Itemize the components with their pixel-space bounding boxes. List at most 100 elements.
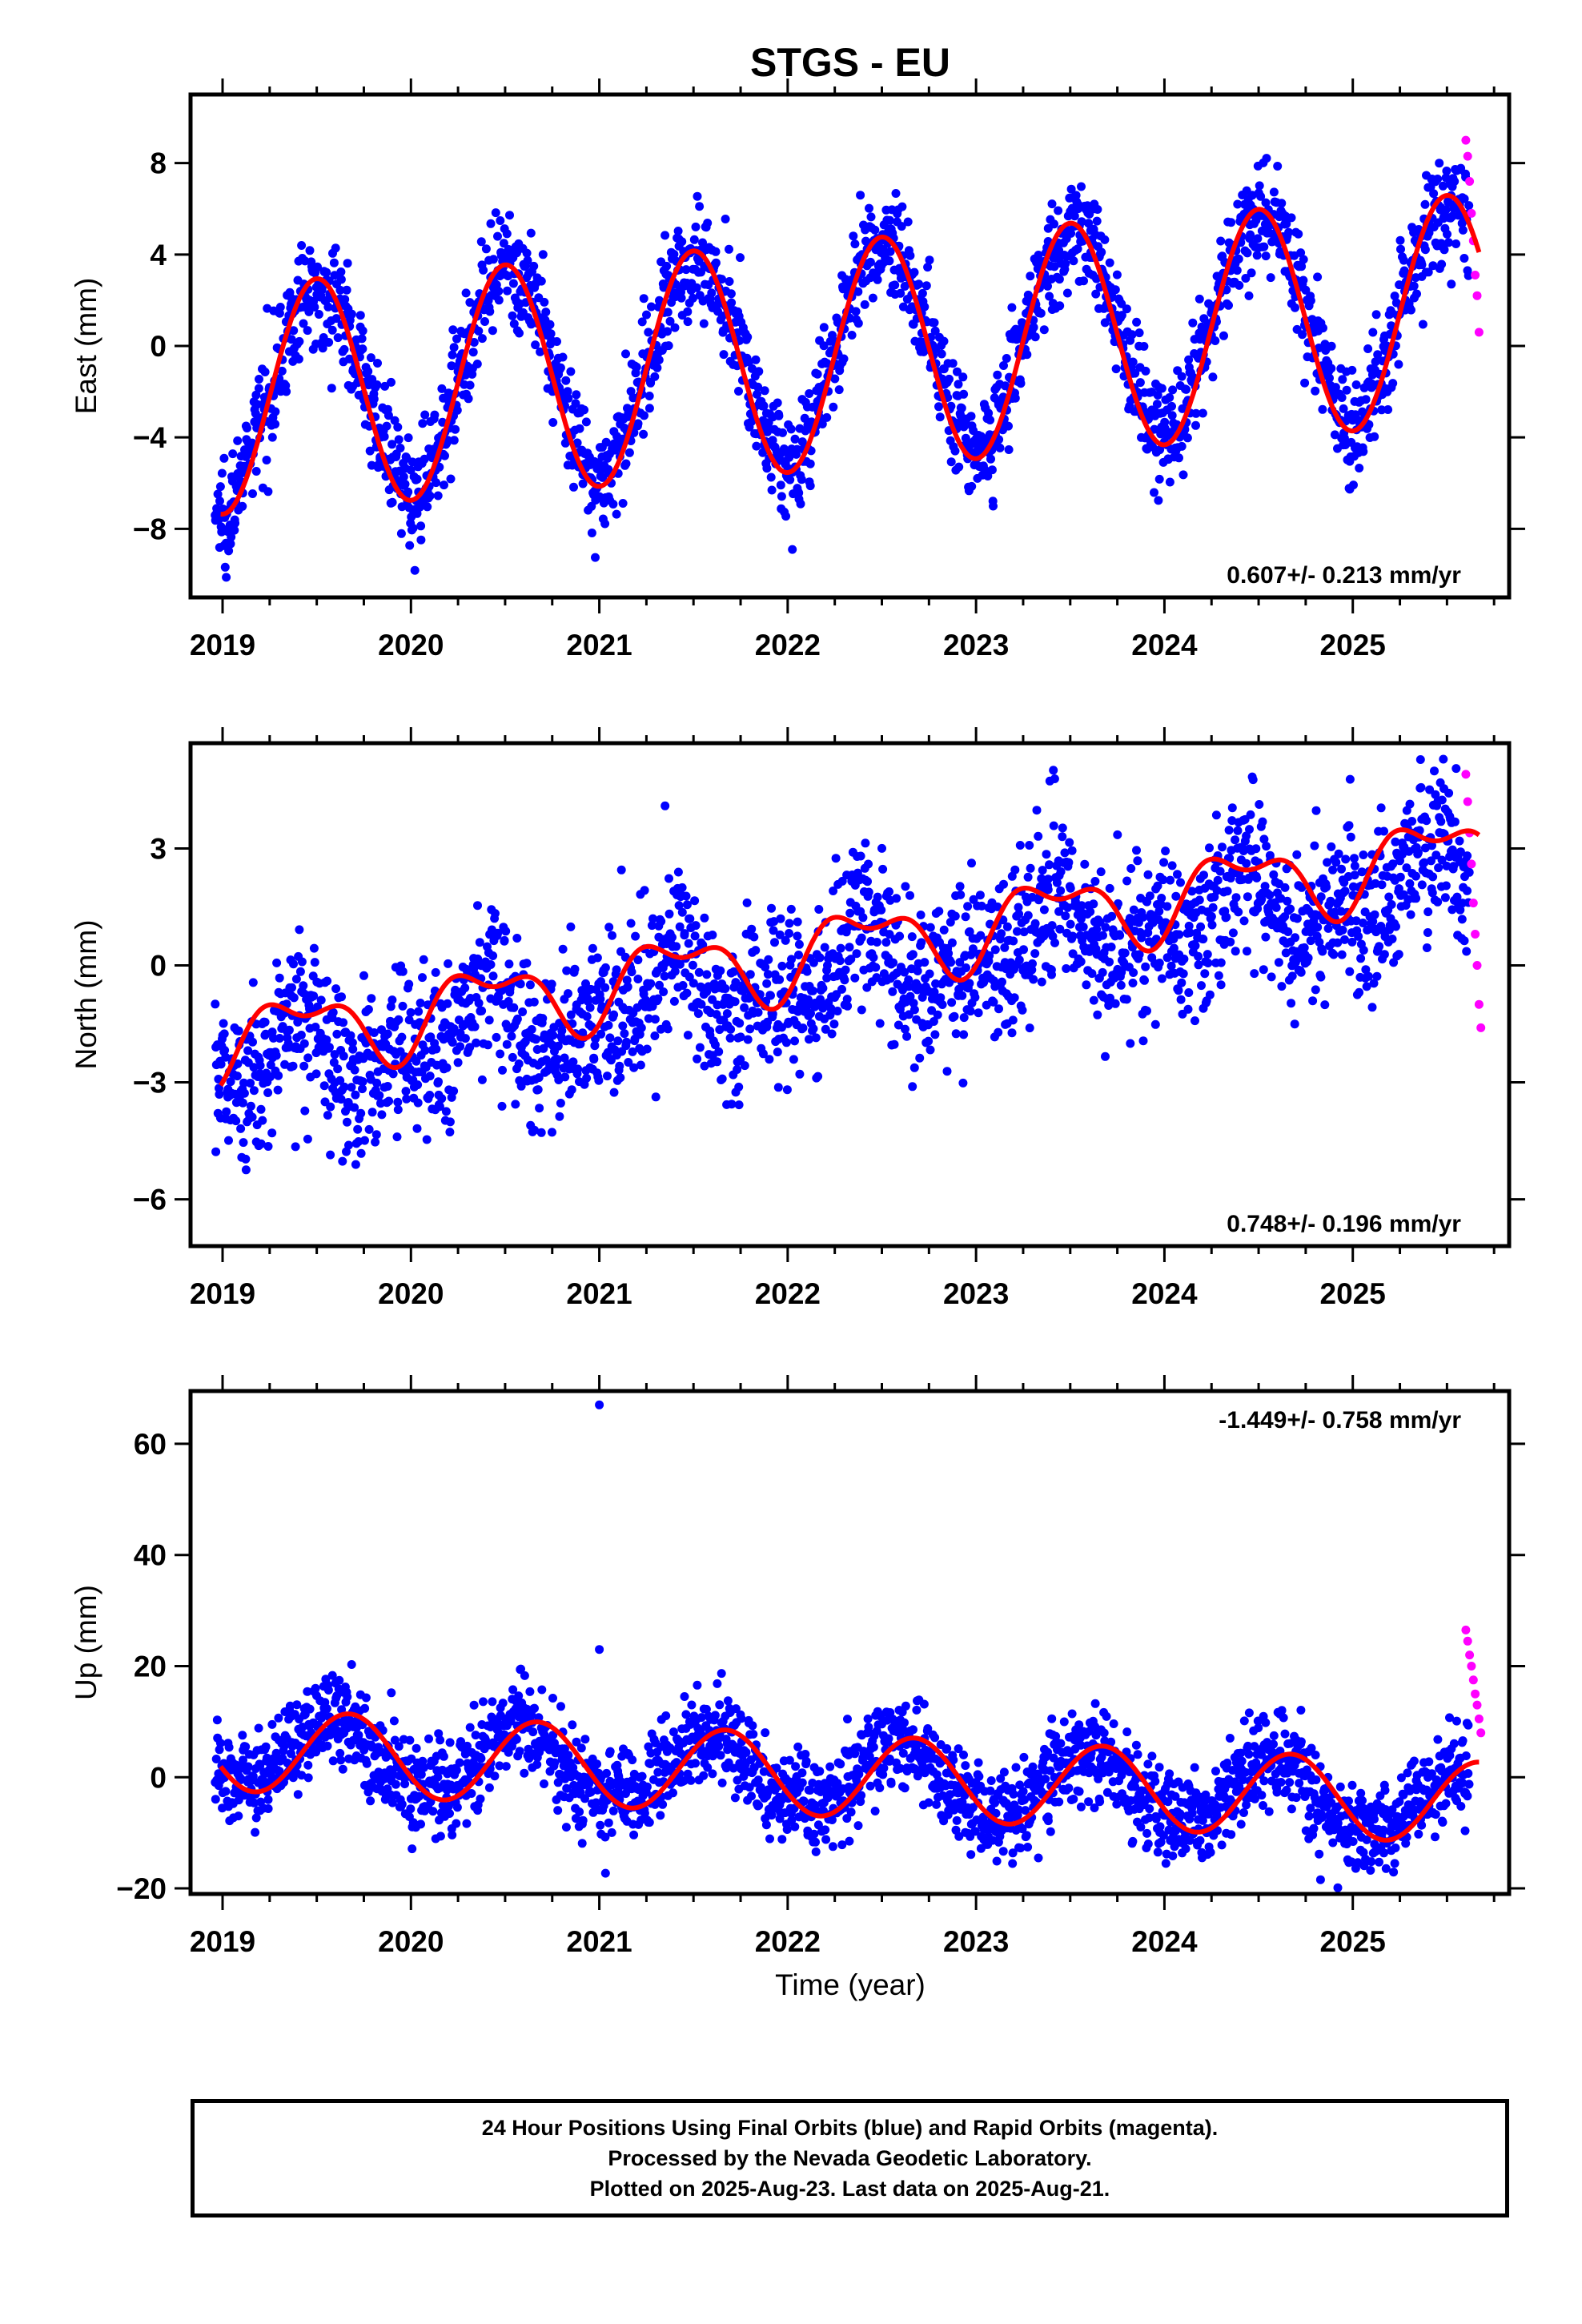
final-orbit-point [224,1743,234,1752]
final-orbit-point [896,288,905,298]
final-orbit-point [1339,433,1349,443]
final-orbit-point [923,263,933,272]
final-orbit-point [604,923,614,932]
final-orbit-point [813,1072,823,1081]
final-orbit-point [1009,936,1018,946]
final-orbit-point [1248,775,1258,785]
final-orbit-point [717,1074,727,1084]
final-orbit-point [1122,304,1131,314]
final-orbit-point [406,1007,416,1017]
final-orbit-point [1323,858,1332,867]
final-orbit-point [647,302,656,312]
final-orbit-point [914,279,924,289]
final-orbit-point [698,238,707,247]
final-orbit-point [1066,883,1075,893]
final-orbit-point [387,440,397,449]
final-orbit-point [769,926,778,935]
x-tick-label: 2023 [943,629,1009,661]
final-orbit-point [414,1007,424,1016]
final-orbit-point [998,977,1006,987]
final-orbit-point [358,1077,367,1087]
final-orbit-point [1255,181,1264,191]
final-orbit-point [670,967,680,976]
final-orbit-point [448,325,458,335]
final-orbit-point [215,497,224,506]
final-orbit-point [299,1061,309,1071]
final-orbit-point [1223,887,1232,896]
final-orbit-point [288,1061,298,1071]
final-orbit-point [993,902,1002,911]
final-orbit-point [1351,916,1361,926]
final-orbit-point [1173,870,1182,879]
final-orbit-point [449,1086,459,1096]
final-orbit-point [1127,330,1137,340]
final-orbit-point [581,417,591,427]
final-orbit-point [1026,863,1035,873]
final-orbit-point [267,1128,277,1138]
final-orbit-point [1246,810,1255,819]
final-orbit-point [1030,919,1040,928]
final-orbit-point [476,237,486,247]
final-orbit-point [1437,855,1447,865]
final-orbit-point [1370,432,1379,441]
final-orbit-point [1243,947,1251,956]
final-orbit-point [1280,883,1290,892]
final-orbit-point [1438,181,1447,191]
final-orbit-point [1179,955,1189,963]
final-orbit-point [962,963,970,972]
final-orbit-point [356,1108,366,1118]
final-orbit-point [845,943,854,952]
final-orbit-point [251,1813,261,1823]
final-orbit-point [366,353,375,363]
final-orbit-point [241,1165,251,1175]
final-orbit-point [1402,863,1411,873]
final-orbit-point [1419,858,1429,867]
final-orbit-point [1141,366,1150,376]
final-orbit-point [805,481,815,491]
final-orbit-point [435,462,444,472]
final-orbit-point [1219,331,1228,340]
final-orbit-point [954,380,963,389]
final-orbit-point [683,307,693,316]
final-orbit-point [1225,854,1235,863]
final-orbit-point [491,909,500,919]
final-orbit-point [1064,858,1074,867]
final-orbit-point [453,1058,463,1068]
final-orbit-point [535,1104,544,1113]
final-orbit-point [863,877,872,887]
final-orbit-point [254,1723,263,1733]
final-orbit-point [793,1007,803,1016]
y-tick-label: 8 [150,147,167,180]
final-orbit-point [1396,244,1405,254]
final-orbit-point [1361,395,1371,404]
y-tick-label: −3 [133,1067,167,1100]
final-orbit-point [1176,995,1186,1004]
final-orbit-point [464,394,473,404]
final-orbit-point [1014,955,1024,965]
final-orbit-point [231,518,240,528]
final-orbit-point [1371,357,1380,367]
final-orbit-point [522,248,532,258]
final-orbit-point [1077,901,1086,911]
final-orbit-point [1423,907,1433,917]
final-orbit-point [394,1015,404,1024]
final-orbit-point [396,529,406,538]
final-orbit-point [776,914,785,923]
final-orbit-point [1455,836,1464,846]
final-orbit-point [566,367,576,376]
final-orbit-point [233,436,243,445]
final-orbit-point [957,404,966,413]
final-orbit-point [990,945,1000,955]
final-orbit-point [406,465,416,475]
final-orbit-point [1450,817,1460,826]
final-orbit-point [563,387,572,396]
final-orbit-point [857,1005,866,1015]
final-orbit-point [1430,766,1439,776]
final-orbit-point [273,1085,283,1095]
final-orbit-point [472,1038,481,1047]
final-orbit-point [1205,990,1215,999]
final-orbit-point [346,1031,355,1040]
rapid-orbit-point [1467,208,1476,218]
final-orbit-point [747,924,757,934]
final-orbit-point [534,1073,544,1083]
